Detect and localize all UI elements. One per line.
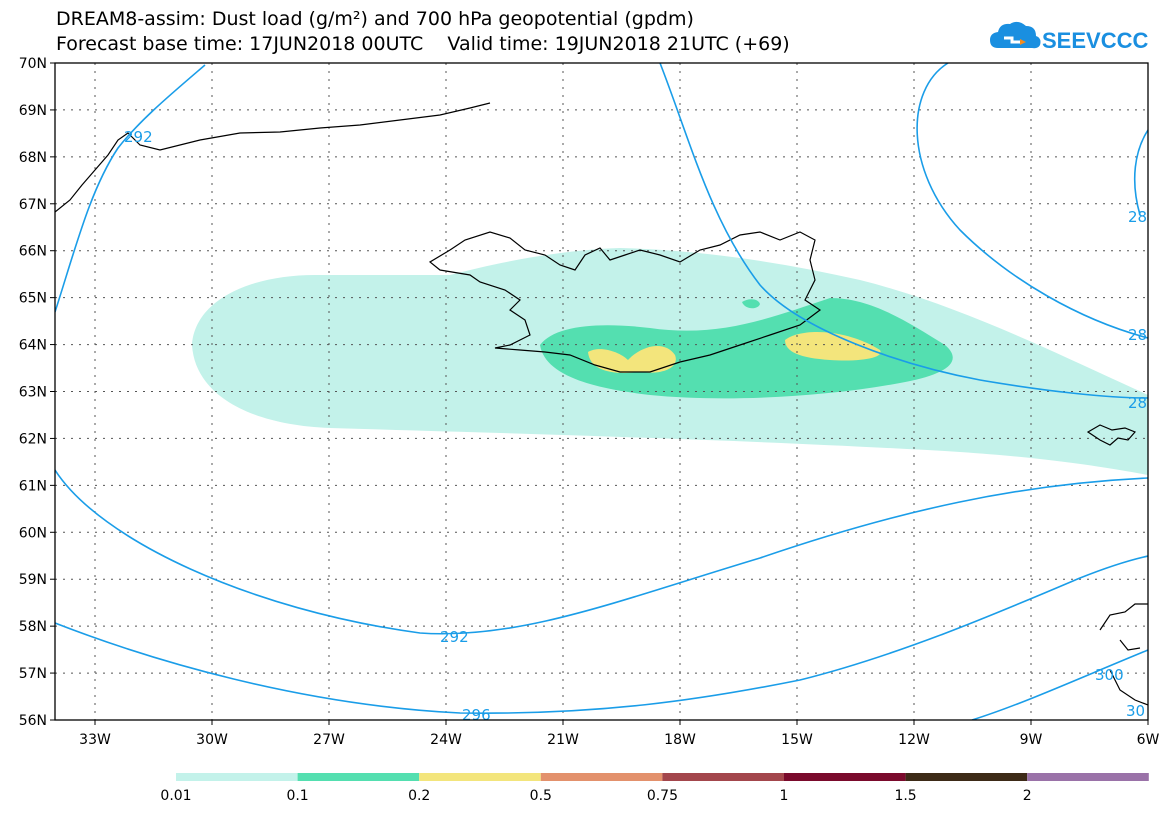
contour-label: 28 bbox=[1128, 208, 1147, 226]
lon-label: 21W bbox=[547, 732, 579, 748]
lat-label: 68N bbox=[19, 150, 47, 166]
scotland-coast bbox=[1099, 603, 1148, 706]
cloud-icon bbox=[990, 21, 1041, 49]
contour-line bbox=[916, 63, 1148, 339]
dust-shade-0.1 bbox=[540, 298, 953, 399]
colorbar-label: 0.5 bbox=[530, 788, 552, 804]
contour-label: 292 bbox=[124, 128, 153, 146]
grid-lines bbox=[55, 63, 1148, 720]
colorbar-label: 0.2 bbox=[408, 788, 430, 804]
contour-line bbox=[1133, 129, 1148, 216]
lat-label: 62N bbox=[19, 431, 47, 447]
colorbar-label: 0.75 bbox=[647, 788, 678, 804]
colorbar-label: 2 bbox=[1023, 788, 1032, 804]
lon-label: 24W bbox=[430, 732, 462, 748]
lat-label: 61N bbox=[19, 478, 47, 494]
lon-label: 12W bbox=[898, 732, 930, 748]
colorbar-swatch bbox=[176, 773, 298, 781]
contour-label: 292 bbox=[440, 628, 469, 646]
contour-line bbox=[971, 649, 1148, 720]
colorbar-swatch bbox=[297, 773, 420, 781]
colorbar-label: 0.1 bbox=[286, 788, 308, 804]
lat-label: 57N bbox=[19, 666, 47, 682]
greenland-coast bbox=[55, 102, 491, 213]
dust-shade-0.2b bbox=[785, 331, 881, 361]
lon-label: 9W bbox=[1020, 732, 1043, 748]
colorbar-swatch bbox=[905, 773, 1028, 781]
colorbar-swatch bbox=[784, 773, 906, 781]
lat-label: 64N bbox=[19, 338, 47, 354]
lat-label: 59N bbox=[19, 572, 47, 588]
lon-label: 15W bbox=[781, 732, 813, 748]
lat-label: 63N bbox=[19, 385, 47, 401]
geopotential-contours bbox=[55, 63, 1148, 720]
lat-label: 60N bbox=[19, 525, 47, 541]
lon-label: 18W bbox=[664, 732, 696, 748]
contour-line bbox=[55, 469, 1148, 635]
lat-label: 70N bbox=[19, 56, 47, 72]
contour-line bbox=[55, 64, 206, 313]
logo-text: SEEVCCC bbox=[1042, 28, 1148, 53]
lon-label: 6W bbox=[1137, 732, 1160, 748]
colorbar-label: 1 bbox=[780, 788, 789, 804]
colorbar-swatch bbox=[1027, 773, 1149, 781]
contour-label: 300 bbox=[1095, 666, 1124, 684]
lat-label: 67N bbox=[19, 197, 47, 213]
lat-label: 58N bbox=[19, 619, 47, 635]
lon-label: 30W bbox=[196, 732, 228, 748]
colorbar-label: 0.01 bbox=[160, 788, 191, 804]
colorbar: 0.01 0.1 0.2 0.5 0.75 1 1.5 2 bbox=[160, 773, 1149, 804]
latitude-ticks: 70N 69N 68N 67N 66N 65N 64N 63N 62N 61N 60N 59N 58N 5… bbox=[19, 56, 55, 729]
contour-label: 28 bbox=[1128, 326, 1147, 344]
iceland-coast bbox=[428, 231, 822, 373]
lon-label: 27W bbox=[313, 732, 345, 748]
longitude-ticks: 33W 30W 27W 24W 21W 18W 15W 12W 9W 6W bbox=[79, 720, 1160, 748]
faroe-coast bbox=[1086, 424, 1137, 446]
colorbar-label: 1.5 bbox=[894, 788, 916, 804]
colorbar-swatch bbox=[419, 773, 541, 781]
dust-field bbox=[192, 248, 1148, 475]
dust-shade-0.1c bbox=[742, 299, 760, 309]
contour-line bbox=[55, 555, 1148, 714]
lon-label: 33W bbox=[79, 732, 111, 748]
colorbar-swatch bbox=[662, 773, 784, 781]
colorbar-swatch bbox=[540, 773, 663, 781]
coastlines bbox=[55, 102, 1148, 706]
chart-title: DREAM8-assim: Dust load (g/m²) and 700 h… bbox=[56, 8, 694, 30]
contour-line bbox=[659, 63, 1148, 399]
contour-label: 296 bbox=[462, 706, 491, 724]
lat-label: 66N bbox=[19, 244, 47, 260]
lat-label: 56N bbox=[19, 713, 47, 729]
lat-label: 65N bbox=[19, 291, 47, 307]
contour-label: 30 bbox=[1126, 702, 1145, 720]
chart-subtitle: Forecast base time: 17JUN2018 00UTC Vali… bbox=[56, 33, 790, 55]
dust-shade-0.2a bbox=[588, 345, 676, 373]
contour-labels: 292 292 296 28 28 28 300 30 bbox=[124, 128, 1147, 724]
contour-label: 28 bbox=[1128, 394, 1147, 412]
seevccc-logo: SEEVCCC bbox=[990, 21, 1148, 53]
lat-label: 69N bbox=[19, 103, 47, 119]
